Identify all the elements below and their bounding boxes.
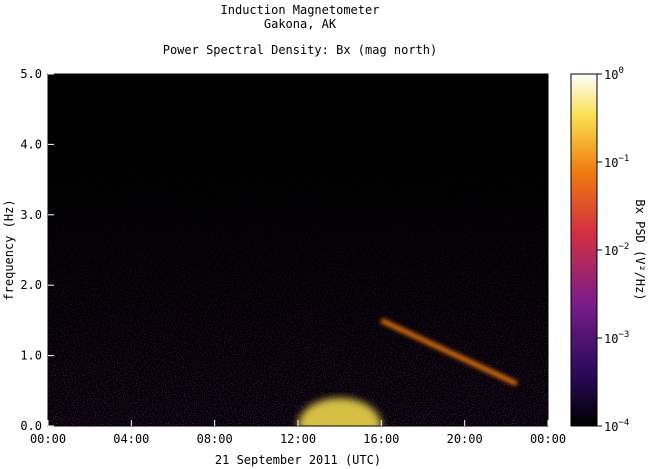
colorbar-gradient bbox=[570, 73, 598, 427]
x-tick-label: 00:00 bbox=[30, 432, 66, 446]
y-tick-label: 3.0 bbox=[20, 208, 42, 222]
x-tick-label: 16:00 bbox=[363, 432, 399, 446]
y-tick-label: 4.0 bbox=[20, 137, 42, 151]
y-tick-label: 2.0 bbox=[20, 278, 42, 292]
chart-title-line3: Power Spectral Density: Bx (mag north) bbox=[162, 43, 438, 57]
colorbar-tick-label: 10−4 bbox=[604, 418, 629, 434]
colorbar-tick-label: 10−2 bbox=[604, 242, 629, 258]
y-axis: 0.0 1.0 2.0 3.0 4.0 5.0 bbox=[20, 67, 54, 433]
spectrogram-plot-area bbox=[48, 74, 548, 426]
x-tick-label: 08:00 bbox=[197, 432, 233, 446]
chart-title-line2: Gakona, AK bbox=[263, 17, 337, 31]
colorbar-tick-label: 100 bbox=[604, 66, 624, 82]
noise-texture bbox=[48, 74, 548, 426]
colorbar-tick-label: 10−1 bbox=[604, 154, 629, 170]
x-tick-label: 00:00 bbox=[530, 432, 566, 446]
colorbar: 100 10−1 10−2 10−3 10−4 Bx PSD (V²/Hz) bbox=[570, 66, 647, 434]
colorbar-label: Bx PSD (V²/Hz) bbox=[633, 199, 647, 300]
psd-rising-tone bbox=[380, 318, 518, 387]
x-tick-label: 04:00 bbox=[113, 432, 149, 446]
colorbar-ticks: 100 10−1 10−2 10−3 10−4 bbox=[597, 66, 629, 434]
y-tick-label: 1.0 bbox=[20, 349, 42, 363]
y-axis-label: frequency (Hz) bbox=[2, 199, 16, 300]
colorbar-tick-label: 10−3 bbox=[604, 330, 629, 346]
chart-title-line1: Induction Magnetometer bbox=[220, 3, 380, 17]
spectral-features bbox=[298, 184, 548, 426]
psd-burst bbox=[298, 397, 382, 426]
x-tick-label: 20:00 bbox=[447, 432, 483, 446]
x-tick-label: 12:00 bbox=[280, 432, 316, 446]
y-tick-label: 5.0 bbox=[20, 67, 42, 81]
x-axis-label: 21 September 2011 (UTC) bbox=[215, 453, 381, 467]
y-tick-label: 0.0 bbox=[20, 419, 42, 433]
x-axis: 00:00 04:00 08:00 12:00 16:00 20:00 00:00 bbox=[30, 420, 566, 446]
